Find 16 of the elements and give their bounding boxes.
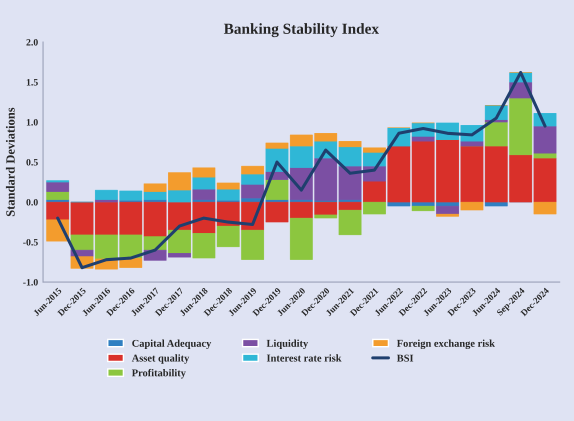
y-tick-label: -1.0 <box>23 278 38 286</box>
y-tick-label: 0.0 <box>26 198 38 206</box>
legend-label: Capital Adequacy <box>132 340 212 349</box>
y-tick-label: -0.5 <box>23 238 38 246</box>
legend-label: Profitability <box>132 368 186 379</box>
y-axis-title: Standard Deviations <box>6 108 15 216</box>
y-tick-label: 2.0 <box>26 39 38 46</box>
legend-label: Foreign exchange risk <box>396 340 495 350</box>
legend-label: Asset quality <box>132 354 190 364</box>
y-tick-label: 1.0 <box>26 119 38 126</box>
legend-label: Liquidity <box>266 340 308 349</box>
chart-title: Banking Stability Index <box>224 23 379 38</box>
y-tick-label: 0.5 <box>26 158 38 166</box>
legend-label: Interest rate risk <box>266 354 342 362</box>
y-tick-label: 1.5 <box>26 79 38 86</box>
legend-label: BSI <box>396 354 414 362</box>
